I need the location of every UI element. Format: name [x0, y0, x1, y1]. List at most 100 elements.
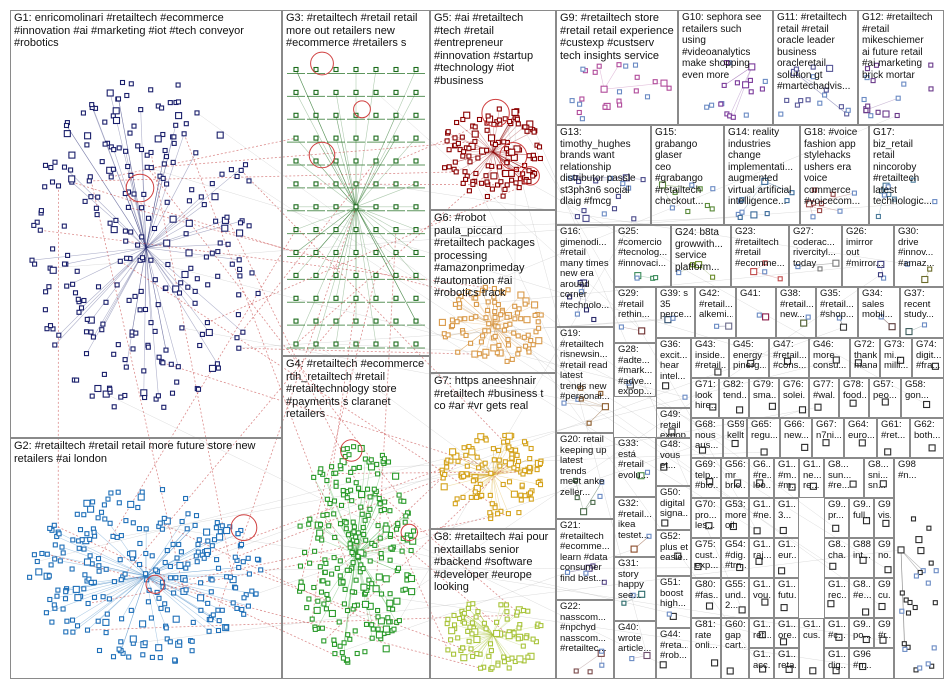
- node: [137, 307, 143, 313]
- node: [306, 596, 312, 602]
- node: [164, 181, 170, 187]
- node: [526, 178, 532, 184]
- edge: [794, 72, 847, 115]
- node: [810, 214, 816, 220]
- node: [156, 595, 162, 601]
- node: [482, 328, 488, 334]
- node: [455, 140, 461, 146]
- node: [345, 532, 352, 538]
- node: [468, 646, 474, 652]
- node: [685, 208, 691, 215]
- node: [329, 464, 335, 470]
- node: [491, 294, 497, 300]
- edge: [93, 528, 147, 577]
- node: [521, 334, 527, 340]
- node: [784, 198, 790, 204]
- node: [143, 526, 149, 532]
- group-box-g75: G75: cust... exp...: [691, 538, 721, 578]
- edge: [492, 325, 500, 354]
- node: [293, 158, 299, 164]
- group-label: G15: grabango glaser ceo #grabango #reta…: [655, 127, 704, 207]
- node: [504, 160, 510, 166]
- node: [52, 159, 58, 165]
- node: [74, 268, 80, 274]
- node: [694, 562, 702, 571]
- node: [82, 198, 88, 204]
- node: [356, 464, 362, 471]
- node: [376, 495, 382, 502]
- edge: [355, 524, 387, 555]
- node: [561, 400, 567, 406]
- edge: [797, 262, 836, 267]
- node: [87, 536, 93, 542]
- node: [322, 569, 328, 575]
- node: [333, 272, 339, 278]
- node: [208, 617, 214, 623]
- edge: [475, 151, 494, 174]
- edge: [145, 513, 189, 577]
- inter-group-edge: [374, 488, 518, 613]
- edge: [335, 206, 357, 345]
- node: [368, 457, 374, 463]
- node: [859, 662, 867, 671]
- node: [917, 547, 925, 555]
- node: [95, 556, 102, 562]
- node: [332, 651, 338, 657]
- edge: [567, 567, 590, 573]
- node: [538, 312, 544, 318]
- node: [126, 654, 132, 660]
- group-label: G1... dig...: [828, 650, 846, 671]
- node: [219, 171, 225, 177]
- group-box-g82: G82: tend...: [719, 378, 749, 418]
- edge: [355, 498, 380, 554]
- node: [483, 173, 489, 179]
- group-label: G35: #retail... #shop...: [820, 289, 854, 320]
- node: [62, 596, 69, 602]
- node: [522, 493, 528, 499]
- node: [61, 164, 68, 170]
- node: [482, 353, 488, 359]
- edge: [492, 325, 500, 354]
- node: [460, 116, 466, 123]
- node: [293, 204, 299, 210]
- node: [915, 536, 923, 544]
- edge: [460, 296, 494, 326]
- node: [731, 439, 739, 448]
- node: [333, 318, 339, 324]
- node: [131, 191, 137, 197]
- node: [324, 496, 330, 502]
- node: [484, 147, 490, 153]
- node: [199, 331, 205, 337]
- edge: [145, 247, 147, 310]
- group-label: G43: inside... #retail...: [695, 340, 726, 371]
- inter-group-edge: [375, 491, 449, 651]
- node: [123, 364, 129, 370]
- node: [492, 141, 498, 148]
- group-label: G66: new...: [784, 420, 809, 441]
- node: [487, 641, 494, 647]
- node: [338, 502, 345, 508]
- node: [152, 328, 158, 334]
- edge: [355, 524, 387, 555]
- node: [526, 349, 532, 355]
- node: [632, 62, 639, 68]
- node: [349, 549, 355, 556]
- group-label: G1... acc...: [753, 650, 771, 671]
- node: [353, 158, 359, 164]
- node: [484, 179, 490, 185]
- node: [513, 180, 519, 186]
- node: [413, 112, 419, 118]
- node: [505, 287, 511, 293]
- group-label: G26: imirror out #mirror...: [846, 227, 884, 269]
- node: [505, 438, 511, 444]
- node: [798, 98, 804, 104]
- node: [353, 272, 359, 278]
- group-box-g17: G17: biz_retail retail nincoroby #retail…: [869, 125, 944, 225]
- node: [129, 550, 137, 558]
- node: [486, 653, 492, 659]
- node: [228, 167, 234, 173]
- node: [128, 229, 134, 235]
- inter-group-edge: [334, 548, 635, 654]
- node: [396, 618, 402, 624]
- node: [139, 620, 147, 628]
